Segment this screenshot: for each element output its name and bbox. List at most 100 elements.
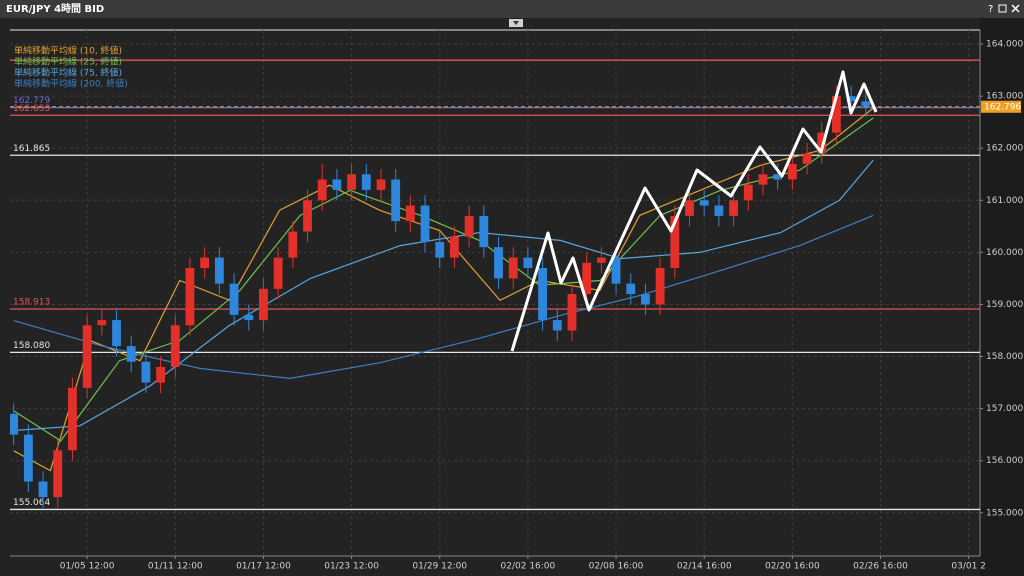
candle-body [10, 413, 19, 435]
zigzag-annotation [510, 70, 878, 352]
candle-body [347, 174, 356, 190]
candle-body [68, 387, 77, 451]
candle-body [38, 481, 48, 498]
candle-body [112, 320, 121, 347]
x-tick-label: 02/14 16:00 [677, 562, 732, 572]
y-tick-label: 163.000 [986, 92, 1023, 102]
legend-entry: 単純移動平均線 (10, 終値) [14, 45, 122, 57]
y-tick-label: 160.000 [986, 248, 1023, 258]
y-tick-label: 155.000 [986, 508, 1023, 518]
help-button[interactable]: ? [988, 4, 993, 15]
close-button[interactable] [1011, 4, 1020, 13]
level-label: 161.865 [13, 144, 50, 154]
candle-body [53, 450, 63, 498]
maximize-button[interactable] [998, 4, 1007, 13]
last-price-label: 162.796 [984, 102, 1021, 112]
x-tick-label: 02/02 16:00 [501, 562, 556, 572]
candle-body [156, 366, 166, 383]
y-tick-label: 164.000 [986, 40, 1023, 50]
candle-body [494, 247, 503, 279]
x-tick-label: 02/08 16:00 [589, 562, 644, 572]
candle-body [229, 283, 239, 315]
x-tick-label: 01/05 12:00 [60, 562, 115, 572]
candle-body [214, 257, 224, 284]
y-tick-label: 158.000 [986, 352, 1023, 362]
legend: 単純移動平均線 (10, 終値)単純移動平均線 (25, 終値)単純移動平均線 … [14, 45, 128, 90]
level-label: 162.633 [13, 104, 50, 114]
candle-body [846, 96, 856, 102]
candle-body [729, 200, 738, 216]
y-tick-label: 161.000 [986, 196, 1023, 206]
candle-body [200, 257, 210, 269]
candle-body [817, 132, 827, 154]
y-tick-label: 162.000 [986, 144, 1023, 154]
candle-body [743, 184, 753, 201]
last-price-badge [981, 100, 1021, 113]
candle-body [376, 179, 386, 190]
legend-entry: 単純移動平均線 (25, 終値) [14, 56, 122, 68]
candle-body [170, 325, 180, 367]
candle-body [523, 257, 533, 269]
moving-average-line [13, 159, 874, 432]
candle-body [303, 200, 312, 232]
x-tick-label: 01/11 12:00 [148, 562, 203, 572]
x-tick-label: 03/01 2 [951, 562, 986, 572]
candle-body [405, 205, 415, 222]
candle-body [714, 205, 724, 216]
candle-body [464, 215, 474, 237]
legend-entry: 単純移動平均線 (75, 終値) [14, 67, 122, 79]
x-tick-label: 01/23 12:00 [324, 562, 379, 572]
candle-body [332, 179, 342, 190]
x-tick-label: 01/29 12:00 [412, 562, 467, 572]
candle-body [273, 257, 283, 289]
candle-body [23, 434, 33, 482]
candle-body [141, 361, 151, 383]
candle-body [582, 262, 592, 295]
candle-body [126, 346, 136, 362]
y-tick-label: 157.000 [986, 404, 1023, 414]
candle-body [670, 215, 680, 269]
legend-entry: 単純移動平均線 (200, 終値) [14, 78, 128, 90]
candle-body [317, 179, 327, 201]
candle-body [435, 241, 445, 258]
candle-body [611, 257, 621, 284]
title-bar [0, 0, 1024, 18]
candle-body [787, 163, 797, 180]
candle-body [832, 96, 841, 133]
y-tick-label: 156.000 [986, 456, 1023, 466]
y-tick-label: 159.000 [986, 300, 1023, 310]
candle-body [641, 294, 650, 305]
candle-body [450, 236, 459, 258]
candle-body [861, 101, 871, 107]
candle-body [685, 200, 694, 216]
level-label: 158.080 [13, 341, 50, 351]
candle-body [259, 288, 268, 321]
candle-body [420, 205, 430, 242]
candle-body [185, 268, 195, 326]
candle-body [758, 174, 768, 185]
moving-average-line [13, 117, 874, 442]
candles [10, 85, 871, 508]
axes: 155.000 156.000 157.000 158.000 159.000 160.0… [60, 40, 1024, 572]
candle-body [361, 174, 371, 190]
candle-body [391, 179, 401, 222]
candle-body [97, 320, 107, 326]
candle-body [552, 320, 562, 331]
candle-body [626, 283, 636, 295]
collapse-arrow [513, 21, 519, 25]
candle-body [82, 325, 92, 388]
x-tick-label: 01/17 12:00 [236, 562, 291, 572]
level-label: 162.779 [13, 96, 50, 106]
x-tick-label: 02/20 16:00 [765, 562, 820, 572]
candle-body [508, 257, 518, 279]
candle-body [244, 314, 254, 321]
candle-body [538, 268, 547, 321]
candle-body [699, 200, 709, 206]
level-label: 155.064 [13, 498, 50, 508]
candle-body [479, 215, 489, 248]
candle-body [596, 257, 606, 263]
